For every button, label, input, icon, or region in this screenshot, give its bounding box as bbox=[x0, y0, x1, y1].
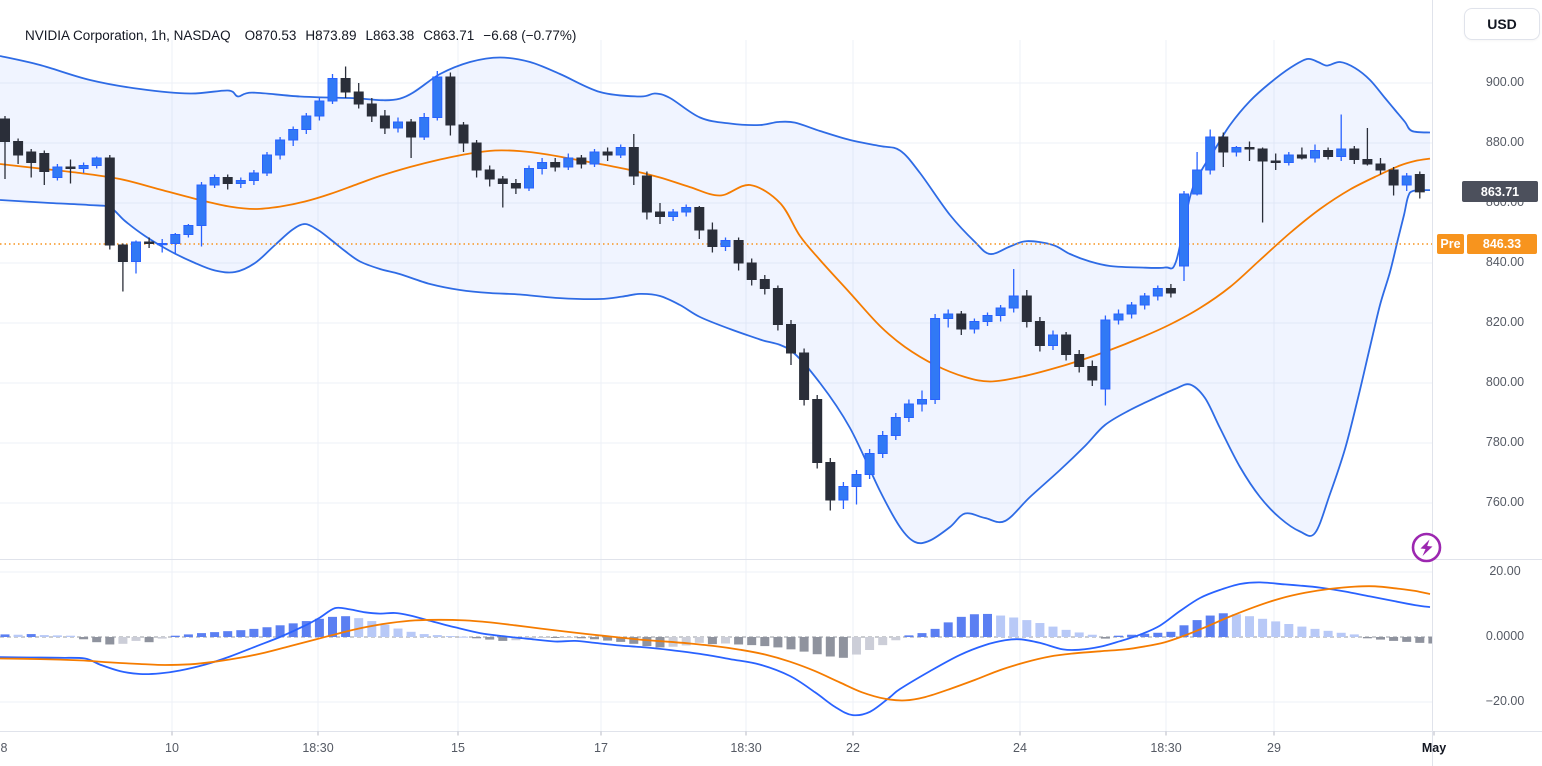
time-axis-label: May bbox=[1421, 741, 1447, 755]
price-axis-label: 800.00 bbox=[1485, 375, 1525, 389]
price-axis-label: 900.00 bbox=[1485, 75, 1525, 89]
time-axis-label: 10 bbox=[165, 741, 179, 755]
price-axis-label: 880.00 bbox=[1485, 135, 1525, 149]
macd-axis-label: 20.00 bbox=[1489, 564, 1521, 578]
macd-axis-label: −20.00 bbox=[1485, 694, 1525, 708]
lightning-icon bbox=[1420, 539, 1433, 556]
currency-toggle-button[interactable]: USD bbox=[1464, 8, 1540, 40]
ohlc-open: O870.53 bbox=[244, 28, 297, 43]
time-axis-label: 15 bbox=[451, 741, 465, 755]
time-axis-label: 17 bbox=[594, 741, 608, 755]
ohlc-low: L863.38 bbox=[365, 28, 415, 43]
price-axis-label: 840.00 bbox=[1485, 255, 1525, 269]
price-axis-label: 780.00 bbox=[1485, 435, 1525, 449]
price-change: −6.68 (−0.77%) bbox=[483, 28, 577, 43]
time-axis-label: 22 bbox=[846, 741, 860, 755]
last-price-badge: 863.71 bbox=[1462, 181, 1538, 203]
time-axis-label: 29 bbox=[1267, 741, 1281, 755]
macd-axis-label: 0.0000 bbox=[1485, 629, 1525, 643]
price-axis-label: 760.00 bbox=[1485, 495, 1525, 509]
symbol-legend[interactable]: NVIDIA Corporation, 1h, NASDAQ O870.53 H87… bbox=[10, 13, 576, 58]
price-axis-label: 820.00 bbox=[1485, 315, 1525, 329]
time-axis-label: 18:30 bbox=[302, 741, 334, 755]
ohlc-high: H873.89 bbox=[305, 28, 357, 43]
time-axis-label: 24 bbox=[1013, 741, 1027, 755]
time-axis-label: 18:30 bbox=[1150, 741, 1182, 755]
time-axis-label: 18:30 bbox=[730, 741, 762, 755]
premarket-price-badge: 846.33 bbox=[1467, 234, 1537, 254]
symbol-title: NVIDIA Corporation, 1h, NASDAQ bbox=[25, 28, 231, 43]
time-axis-label: 8 bbox=[0, 741, 8, 755]
ohlc-close: C863.71 bbox=[423, 28, 475, 43]
premarket-label-badge: Pre bbox=[1437, 234, 1464, 254]
boost-button[interactable] bbox=[1410, 531, 1443, 564]
